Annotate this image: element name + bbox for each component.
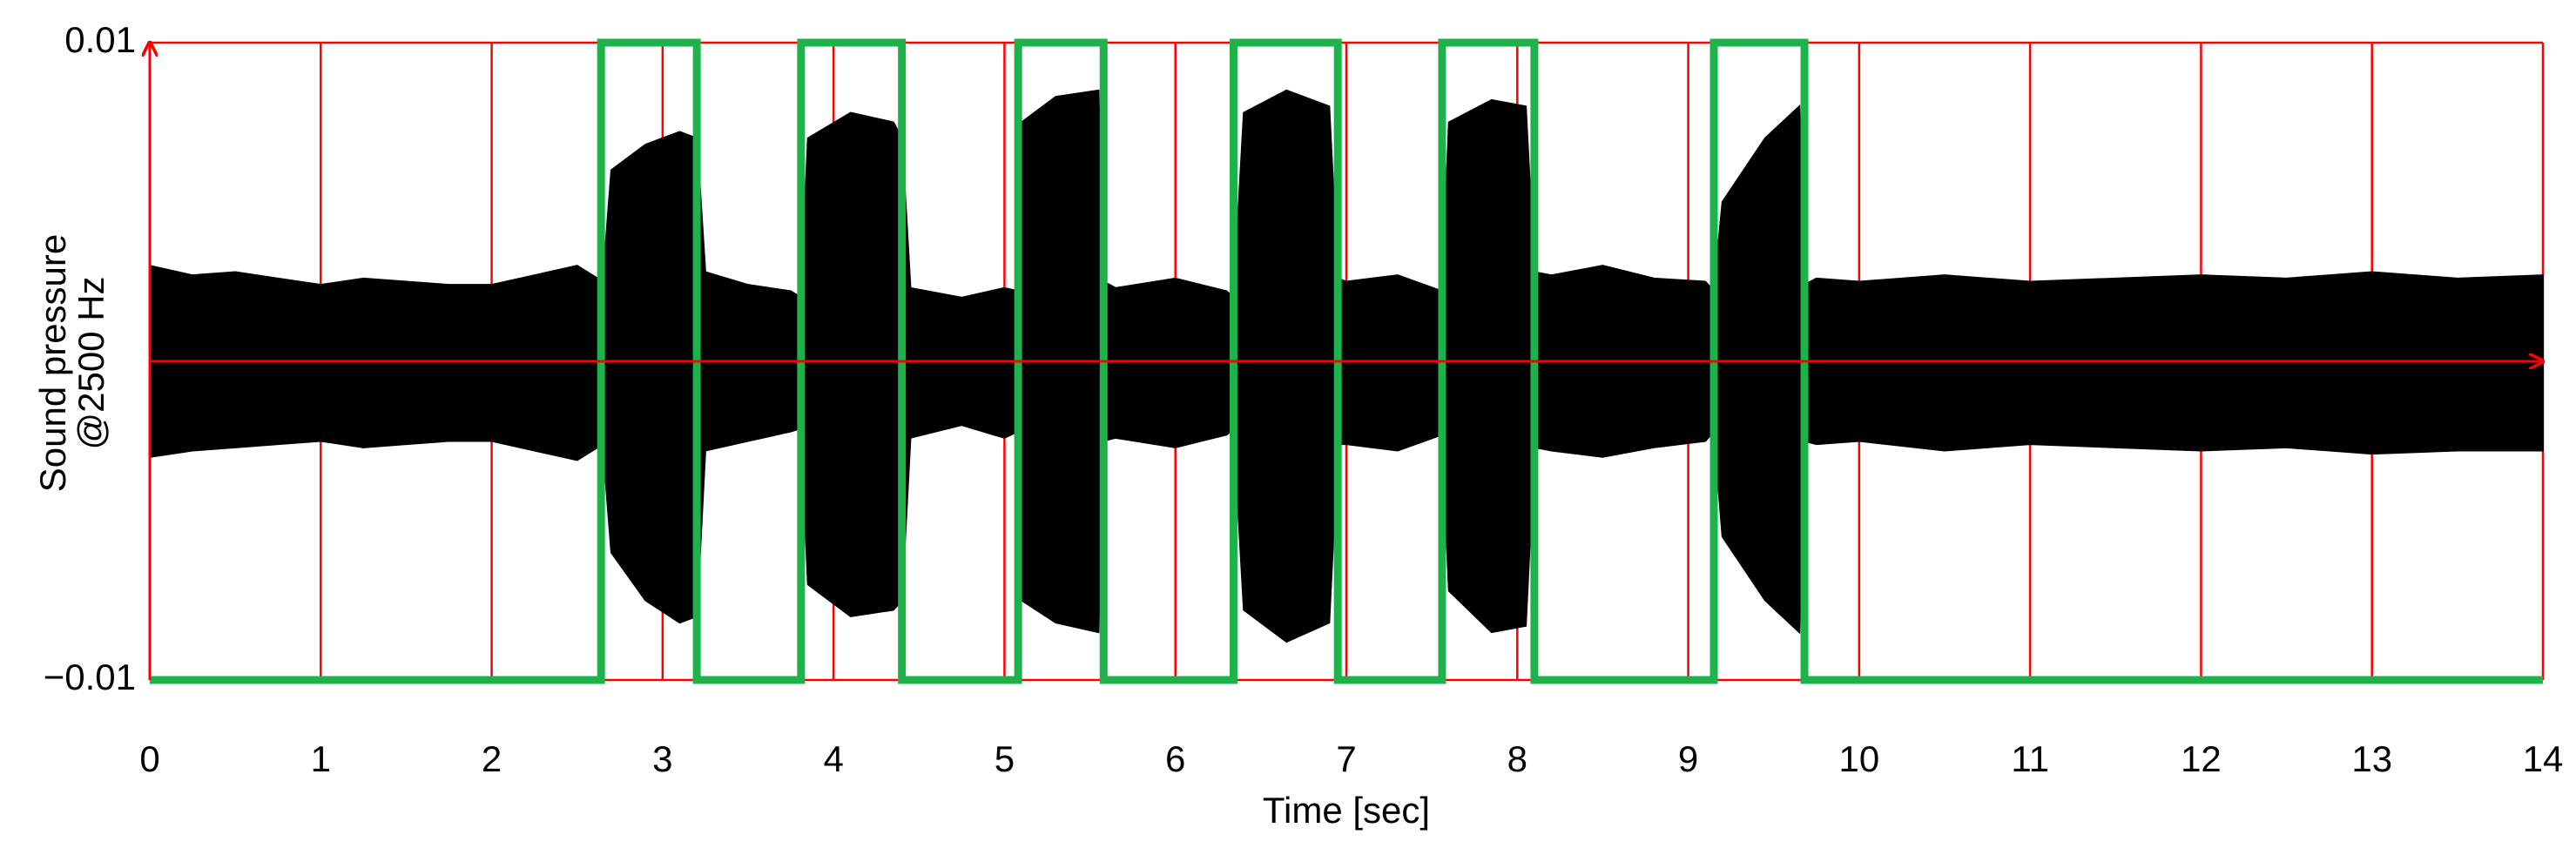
x-tick-label: 5 [995,738,1015,779]
x-tick-label: 0 [139,738,159,779]
x-axis-label: Time [sec] [1263,790,1430,831]
x-tick-label: 12 [2181,738,2222,779]
x-tick-label: 1 [311,738,331,779]
x-tick-label: 7 [1336,738,1356,779]
x-tick-label: 9 [1678,738,1698,779]
waveform-area [149,360,2544,643]
x-tick-label: 10 [1838,738,1879,779]
y-axis-label: Sound pressure [32,234,73,493]
x-tick-label: 8 [1507,738,1527,779]
x-tick-label: 6 [1165,738,1185,779]
waveform-area [149,89,2544,362]
x-tick-label: 4 [823,738,843,779]
y-axis-label: @2500 Hz [71,276,111,449]
x-tick-label: 13 [2351,738,2392,779]
y-tick-label: −0.01 [44,656,136,697]
plot-area [149,38,2544,684]
gate-line [150,38,2543,684]
x-tick-label: 11 [2011,738,2049,779]
axes [150,43,2543,680]
x-tick-label: 14 [2523,738,2564,779]
x-tick-label: 3 [652,738,672,779]
y-tick-label: 0.01 [64,19,136,60]
x-tick-label: 2 [482,738,502,779]
